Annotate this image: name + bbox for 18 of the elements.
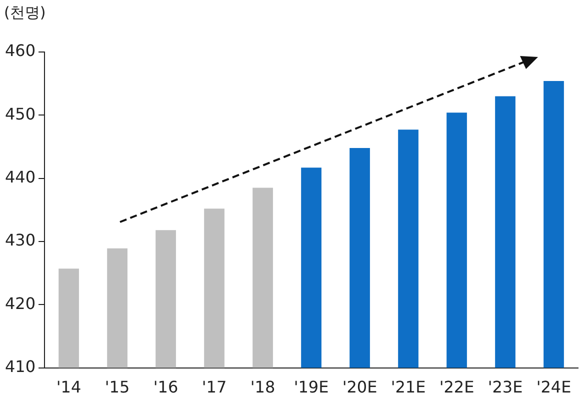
x-tick-label: '17 — [202, 378, 227, 397]
x-tick-label: '21E — [390, 378, 426, 397]
y-tick-label: 430 — [4, 230, 36, 250]
y-tick-label: 450 — [4, 104, 36, 124]
x-tick-label: '22E — [439, 378, 474, 397]
y-tick-label: 440 — [4, 167, 36, 186]
x-tick-label: '18 — [250, 378, 276, 397]
y-axis-title: (천명) — [4, 3, 46, 22]
y-tick-label: 420 — [4, 294, 36, 313]
y-tick-label: 460 — [4, 41, 36, 60]
x-tick-label: '24E — [536, 378, 572, 397]
x-tick-label: '19E — [294, 378, 329, 397]
x-tick-label: '14 — [56, 378, 82, 397]
y-tick-label: 410 — [4, 356, 36, 376]
x-tick-label: '16 — [153, 378, 178, 397]
x-tick-label: '23E — [488, 378, 523, 397]
x-tick-label: '15 — [104, 378, 130, 397]
x-tick-label: '20E — [342, 378, 378, 397]
